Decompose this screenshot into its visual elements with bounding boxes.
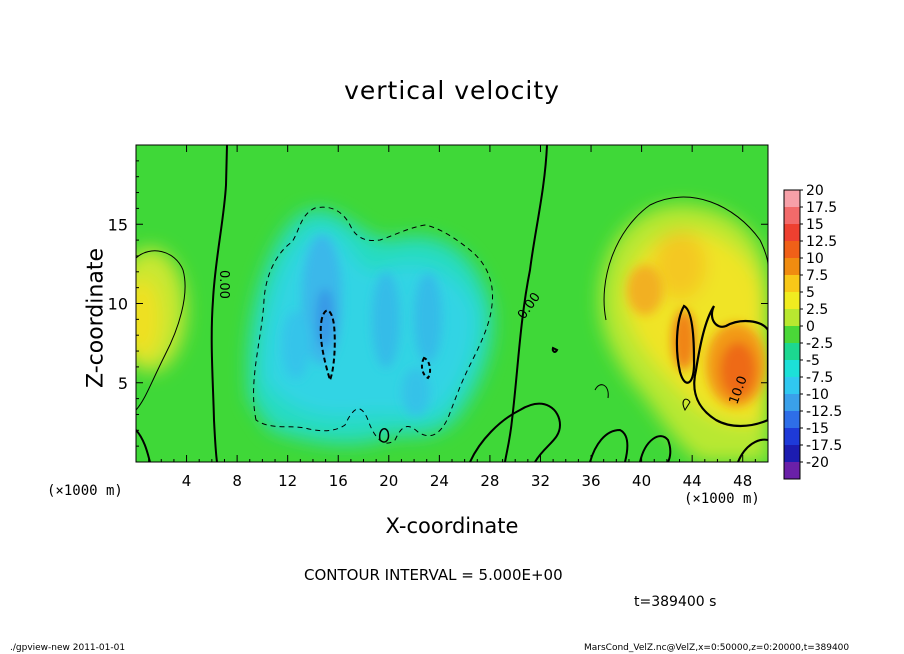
colorbar-swatch	[784, 360, 800, 377]
plus5-contour-right	[603, 196, 768, 321]
time-stamp: t=389400 s	[634, 594, 717, 610]
x-tick-label: 36	[581, 472, 600, 490]
x-unit-note-left: (×1000 m)	[47, 483, 123, 499]
x-tick-label: 32	[531, 472, 550, 490]
right-updraft-patch	[627, 265, 663, 315]
colorbar-label: -5	[806, 353, 820, 369]
x-tick-label: 40	[632, 472, 651, 490]
colorbar-label: 12.5	[806, 234, 837, 250]
colorbar-label: -12.5	[806, 404, 842, 420]
x-tick-label: 16	[329, 472, 348, 490]
zero-contour-bottom-1	[469, 402, 562, 462]
x-tick-label: 8	[232, 472, 242, 490]
colorbar-swatch	[784, 241, 800, 258]
x-axis-label-text: X-coordinate	[385, 514, 519, 538]
downdraft-core-4	[282, 311, 310, 379]
colorbar-swatch	[784, 343, 800, 360]
right-updraft-red	[720, 342, 756, 398]
colorbar-frame	[783, 189, 801, 480]
colorbar-label: 5	[806, 285, 815, 301]
colorbar-label: -17.5	[806, 438, 842, 454]
heatmap-field	[136, 145, 768, 462]
colorbar-label: -15	[806, 421, 829, 437]
colorbar-label: -2.5	[806, 336, 833, 352]
colorbar-swatch	[784, 190, 800, 207]
colorbar-label: 0	[806, 319, 815, 335]
contour-lines	[136, 145, 768, 462]
x-tick-label: 4	[182, 472, 192, 490]
x-tick-label: 12	[278, 472, 297, 490]
zero-contour-bottom-2	[589, 428, 629, 462]
minus10-contour	[319, 309, 336, 384]
right-updraft-upper	[654, 231, 706, 299]
y-tick-label: 10	[108, 295, 128, 314]
chart-title: vertical velocity	[344, 76, 560, 105]
left-updraft-core	[136, 278, 160, 358]
x-tick-label: 48	[733, 472, 752, 490]
contour-label-1: 0.00	[216, 270, 231, 299]
x-tick-label: 24	[430, 472, 449, 490]
plus5-contour-left	[136, 250, 186, 411]
x-axis-label: X-coordinate	[0, 514, 904, 538]
colorbar-label: -7.5	[806, 370, 833, 386]
x-tick-label: 20	[379, 472, 398, 490]
plus5-contour-small	[594, 384, 609, 399]
plus10-contour-column	[675, 304, 696, 384]
zero-contour-left	[210, 145, 228, 462]
downdraft-core-1b	[316, 288, 334, 348]
downdraft-core-5	[402, 368, 430, 416]
x-axis-ticks: 4 8 12 16 20 24 28 32 36 40 44 48	[148, 145, 756, 490]
contour-blob-2	[682, 398, 691, 412]
colorbar-swatch	[784, 224, 800, 241]
colorbar-label: -10	[806, 387, 829, 403]
colorbar-label: 10	[806, 251, 824, 267]
colorbar-swatch	[784, 207, 800, 224]
colorbar-label: 20	[806, 183, 824, 199]
colorbar-swatch	[784, 309, 800, 326]
y-axis-ticks: 5 10 15	[108, 160, 768, 447]
colorbar-label: 2.5	[806, 302, 828, 318]
footer-right: MarsCond_VelZ.nc@VelZ,x=0:50000,z=0:2000…	[584, 643, 850, 653]
zero-contour-edge	[136, 429, 151, 462]
contour-dot	[551, 346, 559, 353]
colorbar-swatch	[784, 377, 800, 394]
colorbar-swatch	[784, 258, 800, 275]
zero-contour-bottom-4	[737, 438, 768, 462]
zero-contour-bottom-3	[639, 435, 672, 462]
y-tick-label: 15	[108, 215, 128, 234]
colorbar-swatch	[784, 326, 800, 343]
colorbar-swatch	[784, 292, 800, 309]
downdraft-core-2	[372, 272, 400, 368]
colorbar-label: 7.5	[806, 268, 828, 284]
minus10-contour-small	[420, 356, 432, 380]
colorbar-label: 17.5	[806, 200, 837, 216]
y-tick-label: 5	[118, 374, 128, 393]
colorbar-label: -20	[806, 455, 829, 471]
colorbar-swatch	[784, 428, 800, 445]
contour-interval-note: CONTOUR INTERVAL = 5.000E+00	[304, 566, 563, 584]
colorbar-label: 15	[806, 217, 824, 233]
x-tick-label: 44	[683, 472, 702, 490]
downdraft-core-3	[414, 273, 442, 363]
colorbar: 2017.51512.5107.552.50-2.5-5-7.5-10-12.5…	[783, 183, 842, 480]
zero-contour-right	[504, 145, 548, 462]
contour-blob-1	[378, 428, 390, 443]
plus10-contour-core	[693, 305, 768, 428]
colorbar-swatch	[784, 462, 800, 479]
colorbar-swatch	[784, 275, 800, 292]
footer-left: ./gpview-new 2011-01-01	[10, 643, 126, 653]
colorbar-swatch	[784, 394, 800, 411]
x-tick-label: 28	[480, 472, 499, 490]
colorbar-swatch	[784, 445, 800, 462]
colorbar-swatch	[784, 411, 800, 428]
x-unit-note-right: (×1000 m)	[684, 491, 760, 507]
